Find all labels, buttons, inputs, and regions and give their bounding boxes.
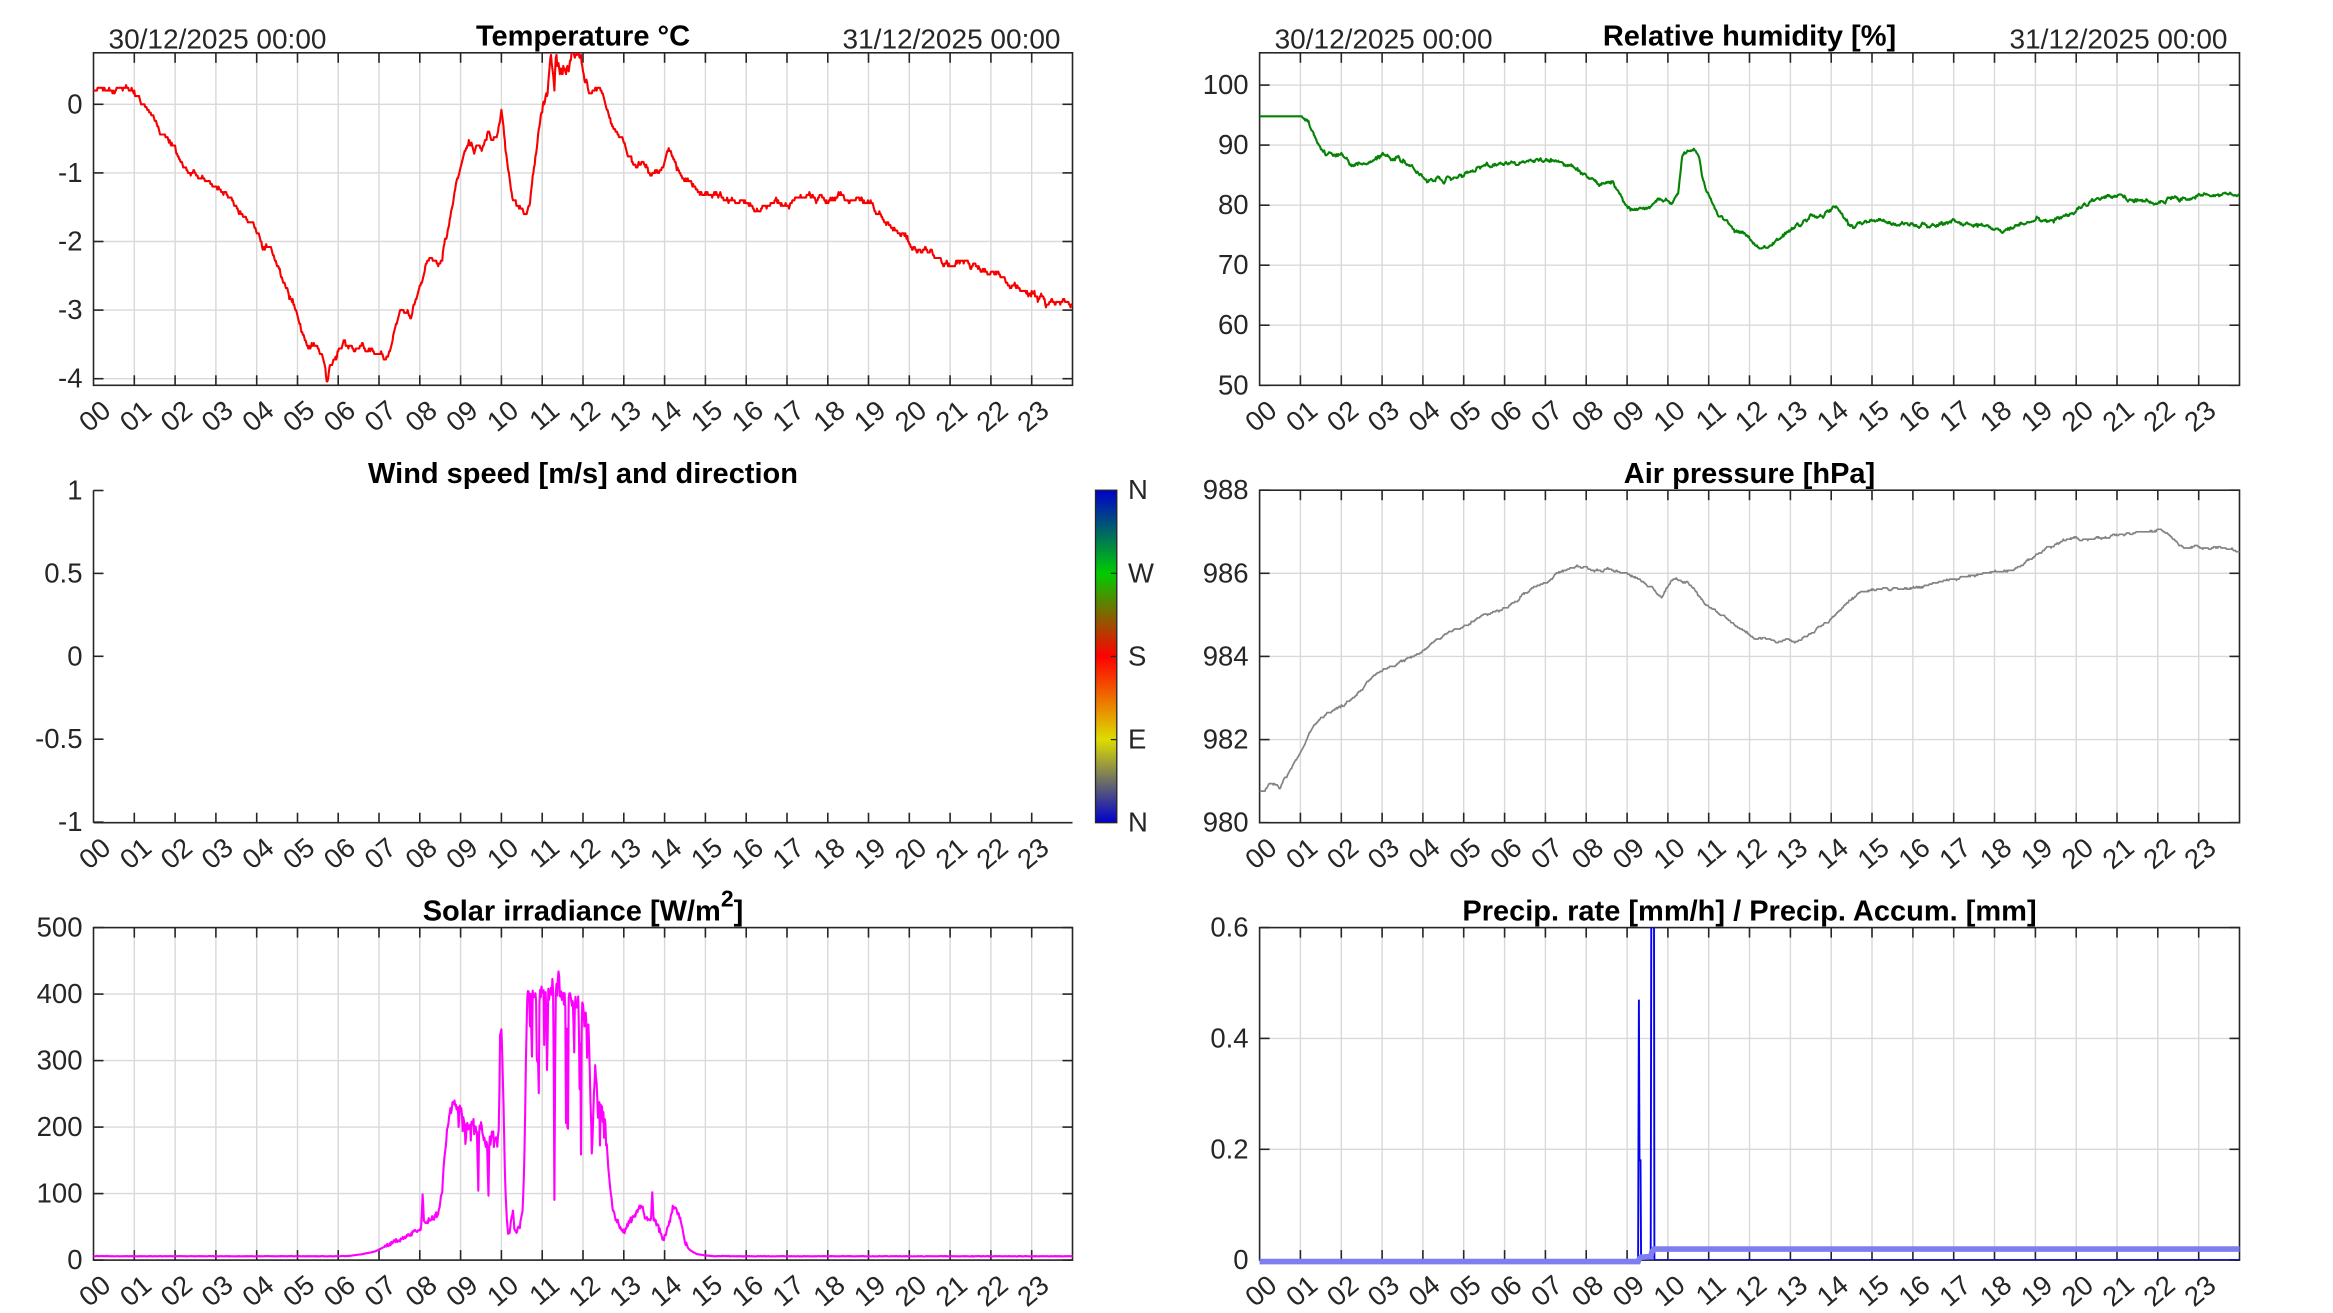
svg-text:300: 300 <box>37 1045 83 1076</box>
svg-text:W: W <box>1128 557 1154 588</box>
svg-text:-0.5: -0.5 <box>35 723 82 754</box>
svg-text:Precip. rate [mm/h] / Precip.: Precip. rate [mm/h] / Precip. Accum. [mm… <box>1462 895 2036 927</box>
svg-text:0: 0 <box>1233 1244 1248 1275</box>
svg-text:200: 200 <box>37 1111 83 1142</box>
svg-text:0.4: 0.4 <box>1210 1022 1248 1053</box>
svg-text:988: 988 <box>1203 474 1249 505</box>
svg-text:N: N <box>1128 807 1148 838</box>
svg-text:60: 60 <box>1218 309 1249 340</box>
svg-text:Wind speed [m/s] and direction: Wind speed [m/s] and direction <box>368 458 798 490</box>
svg-text:986: 986 <box>1203 557 1249 588</box>
svg-text:-2: -2 <box>58 226 82 257</box>
svg-text:0: 0 <box>67 1244 82 1275</box>
svg-text:Relative humidity [%]: Relative humidity [%] <box>1603 21 1896 53</box>
svg-text:-1: -1 <box>58 806 82 837</box>
svg-text:70: 70 <box>1218 249 1249 280</box>
svg-text:50: 50 <box>1218 369 1249 400</box>
svg-text:Air pressure [hPa]: Air pressure [hPa] <box>1624 458 1875 490</box>
svg-text:-3: -3 <box>58 294 82 325</box>
svg-text:0: 0 <box>67 640 82 671</box>
svg-text:S: S <box>1128 641 1146 672</box>
svg-text:30/12/2025 00:00: 30/12/2025 00:00 <box>1275 24 1493 55</box>
svg-text:E: E <box>1128 724 1146 755</box>
svg-text:0.2: 0.2 <box>1210 1133 1248 1164</box>
svg-text:31/12/2025 00:00: 31/12/2025 00:00 <box>843 24 1061 55</box>
svg-text:100: 100 <box>1203 69 1249 100</box>
svg-text:N: N <box>1128 474 1148 505</box>
svg-text:Temperature °C: Temperature °C <box>476 21 690 53</box>
svg-text:-4: -4 <box>58 363 82 394</box>
svg-text:90: 90 <box>1218 129 1249 160</box>
svg-text:30/12/2025 00:00: 30/12/2025 00:00 <box>109 24 327 55</box>
svg-text:980: 980 <box>1203 807 1249 838</box>
svg-text:1: 1 <box>67 475 82 506</box>
svg-text:400: 400 <box>37 978 83 1009</box>
svg-text:984: 984 <box>1203 640 1249 671</box>
svg-text:80: 80 <box>1218 189 1249 220</box>
svg-text:0.6: 0.6 <box>1210 912 1248 943</box>
svg-text:500: 500 <box>37 912 83 943</box>
svg-text:100: 100 <box>37 1178 83 1209</box>
svg-text:0.5: 0.5 <box>44 557 82 588</box>
svg-text:0: 0 <box>67 88 82 119</box>
svg-text:-1: -1 <box>58 157 82 188</box>
svg-text:982: 982 <box>1203 724 1249 755</box>
svg-text:31/12/2025 00:00: 31/12/2025 00:00 <box>2010 24 2228 55</box>
